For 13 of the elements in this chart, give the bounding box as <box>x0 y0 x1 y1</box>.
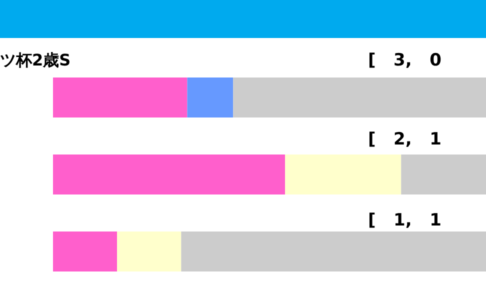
bar <box>117 232 182 272</box>
bar <box>401 154 486 194</box>
annotation: [ 1, 1 <box>368 210 442 230</box>
annotation: [ 2, 1 <box>368 130 442 150</box>
bar <box>285 154 402 194</box>
bar <box>53 154 286 194</box>
bar <box>53 78 188 118</box>
bar <box>233 78 486 118</box>
y-tick-label: ツ杯2歳S <box>0 50 71 70</box>
bar <box>187 78 234 118</box>
bar <box>53 232 118 272</box>
bar <box>181 232 486 272</box>
annotation: [ 3, 0 <box>368 50 442 70</box>
